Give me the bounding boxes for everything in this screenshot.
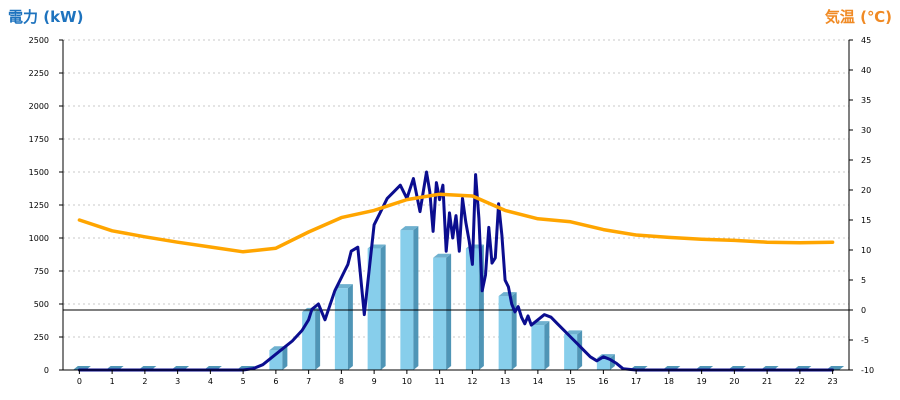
bar-side [347,284,353,370]
x-tick-label: 23 [828,377,838,386]
bar-side [380,244,386,370]
x-tick-label: 8 [339,377,344,386]
x-tick-label: 4 [208,377,213,386]
right-tick-label: 10 [861,246,871,255]
bar [334,284,353,370]
right-tick-label: 20 [861,186,871,195]
left-axis-ticks: 0 250 500 750 1000 1250 1500 1750 2000 2250 2500 [29,36,63,375]
bar [531,321,550,370]
bar-front [498,296,512,370]
axes [62,40,850,371]
bar [367,244,386,370]
left-tick-label: 750 [34,267,49,276]
power-line-group [77,170,835,372]
right-tick-label: -5 [861,336,869,345]
bar-front [400,230,414,370]
grid [63,39,849,338]
bar-top [433,253,452,258]
bar-front [334,288,348,370]
left-tick-label: 1500 [29,168,49,177]
left-tick-label: 1250 [29,201,49,210]
left-tick-label: 2000 [29,102,49,111]
bar [498,292,517,370]
left-tick-label: 2500 [29,36,49,45]
bar [400,226,419,370]
x-tick-label: 22 [795,377,805,386]
power-line [77,170,835,372]
right-tick-label: 35 [861,96,871,105]
bar-front [433,257,447,370]
bar [302,307,321,370]
power-bars [72,226,845,370]
bar-front [465,248,479,370]
x-tick-label: 0 [77,377,82,386]
right-axis-ticks: -10 -5 0 5 10 15 20 25 30 35 40 45 [849,36,874,375]
x-tick-label: 19 [697,377,707,386]
bar-side [446,253,452,370]
x-tick-label: 21 [762,377,772,386]
right-tick-label: 45 [861,36,871,45]
x-tick-label: 3 [175,377,180,386]
right-tick-label: 0 [861,306,866,315]
right-tick-label: 5 [861,276,866,285]
left-tick-label: 1750 [29,135,49,144]
x-tick-label: 17 [631,377,641,386]
bar-front [564,334,578,370]
right-tick-label: 30 [861,126,871,135]
x-tick-label: 18 [664,377,674,386]
left-axis-title: 電力 (kW) [8,8,83,26]
right-tick-label: 25 [861,156,871,165]
x-tick-label: 15 [566,377,576,386]
bar-front [367,248,381,370]
x-tick-label: 16 [598,377,608,386]
x-tick-label: 9 [372,377,377,386]
bar-side [282,346,288,370]
left-tick-label: 2250 [29,69,49,78]
x-tick-label: 1 [110,377,115,386]
right-axis-title: 気温 (℃) [825,8,892,26]
left-tick-label: 250 [34,333,49,342]
bar [564,330,583,370]
x-tick-label: 10 [402,377,412,386]
right-tick-label: -10 [861,366,874,375]
left-tick-label: 500 [34,300,49,309]
x-tick-label: 2 [142,377,147,386]
x-tick-label: 13 [500,377,510,386]
bar [433,253,452,370]
left-tick-label: 1000 [29,234,49,243]
bar-side [544,321,550,370]
bar-top [400,226,419,231]
x-tick-label: 14 [533,377,543,386]
x-tick-label: 6 [273,377,278,386]
right-tick-label: 40 [861,66,871,75]
bar-side [577,330,583,370]
right-tick-label: 15 [861,216,871,225]
x-tick-label: 5 [241,377,246,386]
x-tick-label: 11 [435,377,445,386]
bar-top [498,292,517,297]
temperature-line-group [77,192,835,254]
x-tick-label: 12 [467,377,477,386]
bar-front [531,325,545,370]
temperature-line [77,192,835,254]
x-axis-ticks: 0 1 2 3 4 5 6 7 8 9 10 11 12 13 14 15 16 17 18 19 20 21 22 23 [77,370,838,386]
x-tick-label: 20 [729,377,739,386]
bar-top [334,284,353,289]
bar-side [315,307,321,370]
x-tick-label: 7 [306,377,311,386]
bar-front [596,358,610,370]
bar-side [413,226,419,370]
left-tick-label: 0 [44,366,49,375]
